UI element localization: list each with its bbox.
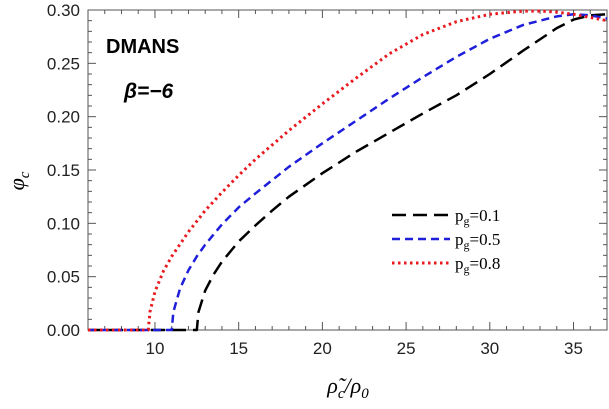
legend-label-pg-0.1: pg=0.1: [455, 206, 500, 228]
y-tick-label: 0.05: [47, 268, 80, 287]
plot-frame: [87, 9, 608, 331]
plot-area: [87, 9, 608, 331]
x-tick-label: 25: [397, 339, 416, 358]
legend-label-pg-0.5: pg=0.5: [455, 230, 500, 252]
x-tick-label: 10: [146, 339, 165, 358]
series-line-0: [88, 13, 608, 332]
y-tick-label: 0.20: [47, 108, 80, 127]
legend-entry-pg-0.8: pg=0.8: [392, 254, 500, 276]
x-tick-label: 30: [480, 339, 499, 358]
y-tick-label: 0.15: [47, 161, 80, 180]
x-tick-label: 35: [564, 339, 583, 358]
y-tick-label: 0.00: [47, 321, 80, 340]
x-tick-label: 15: [229, 339, 248, 358]
y-tick-label: 0.10: [47, 214, 80, 233]
x-axis-label: ρ̃c/ρ0: [326, 373, 369, 402]
y-axis-label: φc: [4, 171, 33, 190]
y-tick-label: 0.30: [47, 1, 80, 20]
legend-entry-pg-0.5: pg=0.5: [392, 230, 500, 252]
y-tick-label: 0.25: [47, 54, 80, 73]
legend: pg=0.1 pg=0.5 pg=0.8: [392, 206, 500, 276]
legend-entry-pg-0.1: pg=0.1: [392, 206, 500, 228]
annotation-beta: β=−6: [123, 80, 174, 103]
series-line-1: [88, 13, 608, 332]
series-lines: [88, 9, 608, 332]
axes: 10 15 20 25 30 35 0.00 0.05 0.10 0.15 0.20 0.25 0.30: [47, 1, 608, 358]
annotation-model: DMANS: [106, 36, 179, 58]
x-tick-label: 20: [313, 339, 332, 358]
legend-label-pg-0.8: pg=0.8: [455, 254, 500, 276]
